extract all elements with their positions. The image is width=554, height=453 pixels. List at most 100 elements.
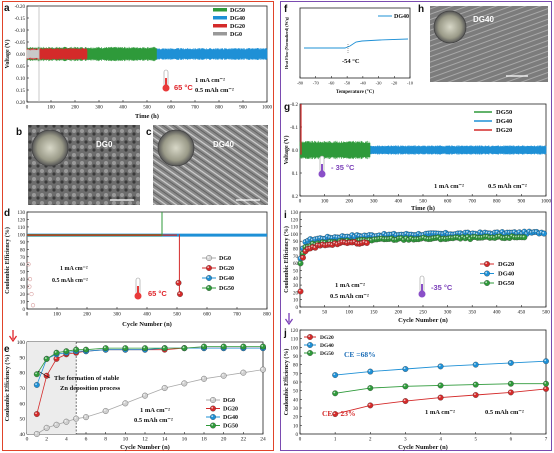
- x-tick-label: -30: [376, 81, 383, 86]
- series-DG0-point-highlight: [202, 377, 205, 379]
- y-tick-label: 90: [293, 240, 299, 245]
- legend-marker-DG40: [206, 275, 212, 281]
- series-DG20-point-highlight: [303, 249, 306, 252]
- x-tick-label: 1000: [541, 200, 552, 205]
- series-DG50-point-highlight: [162, 346, 165, 349]
- panel-f-series: DG40: [304, 14, 409, 54]
- x-tick-label: 3: [404, 438, 407, 443]
- y-tick-label: -0.05: [15, 41, 26, 46]
- y-tick-label: -0.20: [15, 5, 26, 10]
- x-tick-label: 6: [85, 437, 88, 443]
- y-tick-label: 0.10: [16, 77, 25, 82]
- panel-g-ylabel: Voltage (V): [283, 136, 290, 165]
- series-DG20-point: [175, 279, 182, 286]
- legend-marker-DG20-highlight: [308, 335, 311, 338]
- series-DG20-point-highlight: [333, 241, 336, 244]
- y-tick-label: 50: [293, 390, 299, 395]
- y-tick-label: 90: [20, 241, 26, 246]
- y-tick-label: 70: [293, 255, 299, 260]
- panel-a-legend: DG50 DG40 DG20 DG0: [213, 8, 245, 38]
- panel-a-ylabel: Voltage (V): [4, 40, 11, 69]
- series-DG20-point: [300, 254, 306, 261]
- series-DG50: [299, 140, 371, 160]
- series-DG40-point-highlight: [403, 367, 406, 370]
- panel-letter-c: c: [146, 127, 152, 138]
- series-DG0-point: [181, 380, 188, 387]
- series-DG40-point-highlight: [377, 233, 380, 236]
- panel-f-ylabel: Heat Flow (Normalized) (W/g): [284, 16, 289, 69]
- series-DG50-point-highlight: [421, 236, 424, 238]
- series-DG50-point-highlight: [54, 351, 57, 353]
- legend-swatch-DG0: [213, 32, 227, 36]
- x-tick-label: 0: [299, 438, 302, 443]
- panel-g-xlabel: Time (h): [411, 205, 435, 212]
- series-DG50-point-highlight: [466, 235, 468, 238]
- x-tick-label: 100: [53, 313, 61, 318]
- series-DG20-point-highlight: [313, 246, 316, 248]
- legend-label-DG40: DG40: [223, 415, 238, 421]
- panel-g-temp: - 35 °C: [331, 163, 355, 172]
- y-tick-label: 40: [293, 398, 299, 403]
- series-DG40-point-highlight: [370, 233, 372, 236]
- legend-label-DG40: DG40: [219, 276, 234, 282]
- panel-i-ylabel: Coulombic Efficiency (%): [283, 226, 290, 293]
- y-tick-label: 40: [20, 278, 26, 283]
- y-tick-label: 70: [293, 372, 299, 377]
- panel-i-cond1: 1 mA cm⁻²: [335, 282, 365, 289]
- thermometer-icon-g: [318, 155, 326, 178]
- legend-marker-DG20-highlight: [485, 262, 488, 265]
- panel-f-annotation: -54 °C: [342, 58, 360, 65]
- series-DG50-point-highlight: [544, 382, 547, 384]
- series-DG50-point-highlight: [403, 384, 406, 387]
- y-tick-label: 100: [18, 233, 26, 238]
- y-tick-label: 60: [20, 263, 26, 268]
- x-tick-label: 200: [345, 200, 353, 205]
- panel-g-cond1: 1 mA cm⁻²: [434, 183, 464, 190]
- series-DG40-point-highlight: [527, 229, 530, 232]
- series-DG40-point-highlight: [483, 230, 486, 233]
- panel-letter-b: b: [16, 127, 22, 138]
- series-DG50-point: [142, 345, 148, 352]
- series-DG40-point: [402, 366, 409, 372]
- y-tick-label: 60: [20, 401, 26, 407]
- series-DG50-point-highlight: [64, 349, 67, 352]
- x-tick-label: 400: [493, 311, 501, 316]
- series-DG40-point: [33, 381, 40, 388]
- legend-marker-DG40-highlight: [485, 271, 488, 274]
- thermometer-bulb: [418, 290, 426, 298]
- series-DG20-point-highlight: [352, 240, 355, 243]
- series-DG20-point-highlight: [54, 357, 57, 359]
- x-tick-label: 1000: [262, 106, 273, 111]
- series-DG50-point: [332, 390, 339, 397]
- panel-f-xlabel: Temperature (°C): [336, 90, 374, 95]
- y-tick-label: 0.2: [292, 195, 299, 200]
- panel-i-series: [297, 228, 547, 295]
- series-DG50-point-highlight: [221, 344, 224, 347]
- y-tick-label: 80: [20, 371, 26, 377]
- panel-letter-h: h: [418, 4, 424, 15]
- x-tick-label: 200: [83, 313, 91, 318]
- series-DG50-point-highlight: [368, 386, 371, 389]
- y-tick-label: 30: [20, 286, 26, 291]
- series-DG40-point-highlight: [478, 230, 481, 233]
- panel-g-legend: DG50 DG40 DG20: [474, 109, 512, 134]
- series-DG40-point-highlight: [466, 230, 468, 233]
- panel-letter-i: i: [284, 210, 287, 221]
- legend-label-DG50: DG50: [320, 351, 334, 357]
- series-DG50-point-highlight: [404, 236, 407, 239]
- series-DG0-point: [102, 408, 109, 414]
- x-tick-label: 900: [518, 200, 526, 205]
- series-DG50-point: [53, 349, 60, 356]
- series-DG0-point-highlight: [221, 374, 224, 376]
- series-DG50-point: [543, 380, 549, 387]
- series-DG0-point-highlight: [241, 370, 244, 373]
- panel-f-axes: -80 -70 -60 -50 -40 -30 -20 -10: [297, 7, 414, 86]
- series-DG20-point-highlight: [178, 292, 181, 295]
- y-tick-label: 0: [296, 433, 299, 438]
- x-tick-label: 24: [260, 437, 266, 443]
- thermometer-bulb: [162, 84, 170, 92]
- legend-label-DG40: DG40: [496, 118, 512, 125]
- panel-j-xlabel: Cycle Number (n): [398, 444, 448, 451]
- x-tick-label: 16: [182, 437, 188, 443]
- panel-e-legend: DG0 DG20 DG40 DG50: [206, 397, 238, 430]
